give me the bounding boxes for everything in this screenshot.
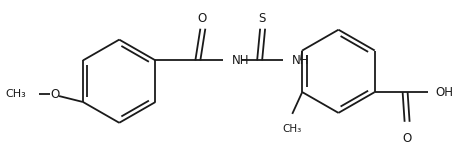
Text: CH₃: CH₃ xyxy=(283,124,302,134)
Text: O: O xyxy=(51,88,60,101)
Text: NH: NH xyxy=(292,54,310,67)
Text: O: O xyxy=(198,12,207,25)
Text: CH₃: CH₃ xyxy=(6,89,26,99)
Text: S: S xyxy=(259,12,266,25)
Text: OH: OH xyxy=(436,86,454,99)
Text: NH: NH xyxy=(232,54,250,67)
Text: O: O xyxy=(402,132,411,145)
